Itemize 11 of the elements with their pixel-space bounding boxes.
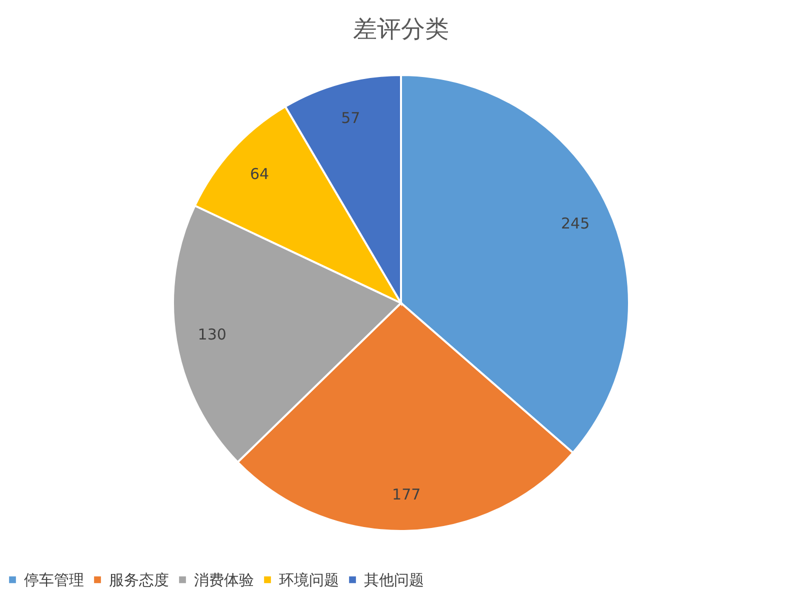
- data-label: 245: [560, 214, 590, 233]
- legend-label: 服务态度: [109, 570, 169, 589]
- data-label: 130: [198, 326, 226, 344]
- data-label: 64: [250, 164, 270, 183]
- chart-title: 差评分类: [353, 15, 449, 43]
- legend-label: 停车管理: [24, 570, 84, 589]
- legend-label: 环境问题: [279, 570, 339, 589]
- data-label: 177: [392, 485, 421, 504]
- legend-label: 其他问题: [364, 570, 424, 589]
- legend-label: 消费体验: [194, 570, 254, 589]
- data-label: 57: [341, 109, 360, 128]
